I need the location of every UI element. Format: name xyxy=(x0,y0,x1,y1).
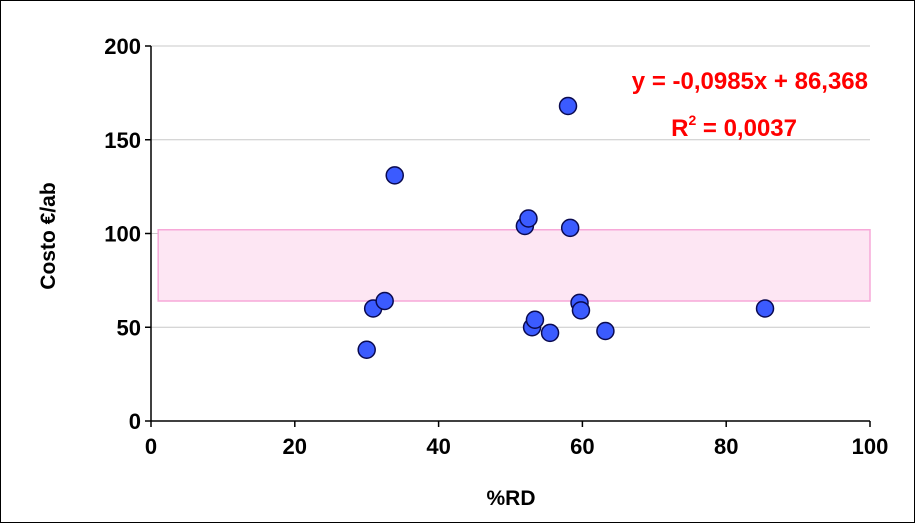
x-axis-ticks: 0 20 40 60 80 100 xyxy=(145,421,888,459)
x-tick-label-40: 40 xyxy=(426,434,450,459)
x-tick-label-0: 0 xyxy=(145,434,157,459)
r-squared-label: R2 = 0,0037 xyxy=(671,112,797,142)
y-axis-ticks: 0 50 100 150 200 xyxy=(104,34,151,434)
data-point-8 xyxy=(525,310,545,329)
data-points xyxy=(357,96,775,359)
x-tick-label-100: 100 xyxy=(852,434,889,459)
y-axis-title: Costo €/ab xyxy=(37,182,60,289)
data-point-4 xyxy=(385,166,404,185)
x-tick-label-80: 80 xyxy=(714,434,738,459)
x-axis-title: %RD xyxy=(486,487,535,510)
data-point-3 xyxy=(375,291,394,311)
x-tick-label-60: 60 xyxy=(570,434,594,459)
highlight-band xyxy=(157,229,871,302)
x-tick-label-20: 20 xyxy=(283,434,307,459)
data-point-1 xyxy=(357,340,376,359)
r-squared-value: = 0,0037 xyxy=(696,115,797,142)
data-point-15 xyxy=(755,299,775,318)
r-squared-prefix: R xyxy=(671,115,688,142)
data-point-9 xyxy=(540,323,560,343)
band-rect xyxy=(157,229,871,302)
data-point-6 xyxy=(519,209,538,228)
data-point-11 xyxy=(560,218,580,238)
data-point-10 xyxy=(558,96,578,116)
y-tick-label-0: 0 xyxy=(129,409,141,434)
r-squared-superscript: 2 xyxy=(688,112,696,128)
data-point-13 xyxy=(571,301,591,320)
y-tick-label-100: 100 xyxy=(104,222,141,247)
data-point-14 xyxy=(596,321,615,341)
y-tick-label-150: 150 xyxy=(104,128,141,153)
trendline-equation: y = -0,0985x + 86,368 xyxy=(632,68,868,95)
y-tick-label-200: 200 xyxy=(104,34,141,59)
y-tick-label-50: 50 xyxy=(117,315,141,340)
